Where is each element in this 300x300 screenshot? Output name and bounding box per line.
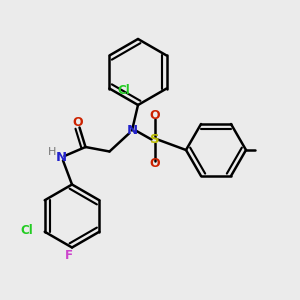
Text: N: N xyxy=(126,124,138,137)
Text: N: N xyxy=(56,151,67,164)
Text: O: O xyxy=(149,157,160,170)
Text: H: H xyxy=(47,147,56,157)
Text: Cl: Cl xyxy=(117,83,130,97)
Text: O: O xyxy=(149,109,160,122)
Text: Cl: Cl xyxy=(20,224,33,237)
Text: O: O xyxy=(73,116,83,129)
Text: F: F xyxy=(65,249,73,262)
Text: S: S xyxy=(150,133,159,146)
